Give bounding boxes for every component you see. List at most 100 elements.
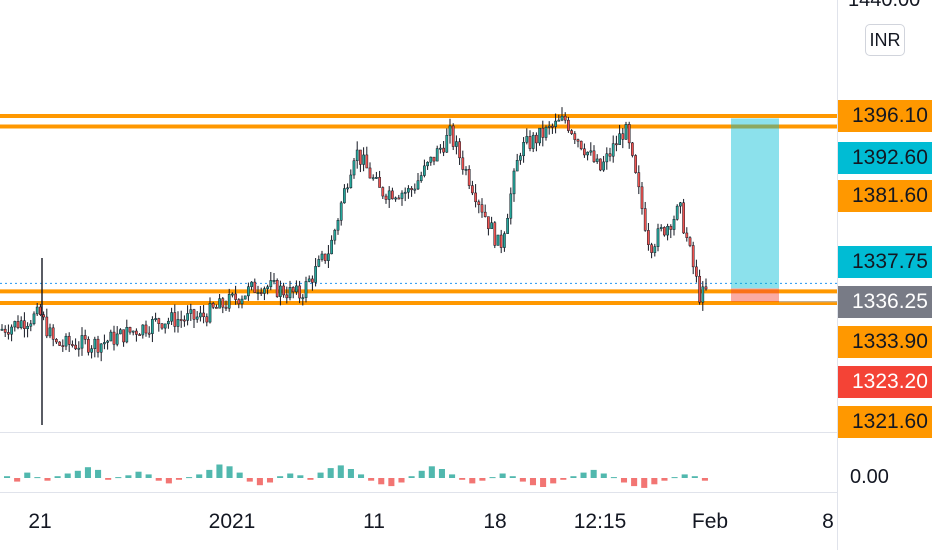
candle-body	[112, 331, 116, 345]
candle-body	[119, 329, 122, 335]
candle	[682, 198, 685, 235]
oscillator-bar	[196, 474, 203, 478]
candle	[119, 328, 122, 335]
currency-button[interactable]: INR	[865, 24, 905, 56]
candle-body	[186, 313, 189, 321]
candle	[631, 141, 634, 158]
oscillator-bar	[236, 472, 243, 478]
candle-body	[269, 280, 273, 288]
candle-body	[599, 158, 602, 171]
candle-body	[26, 325, 29, 329]
candle-body	[394, 197, 397, 200]
candle-body	[77, 347, 81, 350]
price-tag-1323-20: 1323.20	[838, 366, 932, 398]
candle-body	[250, 281, 253, 287]
candle-body	[122, 329, 125, 343]
candle	[269, 271, 273, 291]
candle-body	[371, 177, 375, 180]
candle	[307, 275, 311, 283]
candle-body	[442, 147, 445, 153]
oscillator-bar	[95, 469, 102, 478]
candle	[557, 114, 561, 122]
candle-body	[656, 228, 660, 247]
candle	[666, 223, 669, 241]
candle	[192, 308, 196, 329]
candle	[83, 329, 87, 345]
candle-body	[285, 294, 289, 299]
candle-body	[586, 151, 589, 156]
candle	[483, 204, 487, 218]
candle	[61, 339, 65, 352]
candle	[282, 282, 285, 298]
candle	[627, 121, 631, 149]
oscillator-bar	[145, 474, 152, 478]
candle	[253, 278, 257, 293]
candle	[237, 298, 241, 309]
candle-body	[483, 211, 487, 217]
candle-body	[544, 127, 548, 138]
candle	[451, 123, 455, 151]
candle	[234, 285, 237, 305]
oscillator-bar	[408, 476, 415, 478]
candle	[339, 200, 343, 226]
candle-body	[522, 142, 525, 157]
candle-body	[688, 237, 692, 246]
candle	[19, 316, 23, 330]
candle-body	[704, 286, 708, 290]
candle	[317, 255, 321, 268]
candle	[141, 324, 145, 339]
oscillator-bar	[529, 478, 537, 486]
candle	[397, 194, 401, 200]
candle-body	[384, 195, 388, 200]
candle-body	[314, 266, 317, 283]
candle-body	[272, 280, 276, 282]
candle	[506, 213, 509, 234]
candle-body	[506, 217, 509, 234]
candle	[202, 305, 205, 324]
candle	[285, 286, 289, 304]
candle	[125, 319, 129, 344]
oscillator-bar	[570, 476, 577, 478]
candle	[359, 149, 362, 173]
candle-body	[199, 312, 202, 318]
oscillator-bar	[388, 478, 395, 487]
candle	[211, 301, 215, 310]
candle-body	[138, 334, 141, 336]
candle	[551, 123, 554, 134]
candle-body	[627, 124, 631, 144]
candle	[32, 311, 36, 326]
candle	[96, 335, 100, 358]
candle-body	[608, 153, 612, 157]
candle	[173, 304, 177, 333]
candle	[528, 130, 532, 152]
candle-body	[701, 286, 705, 303]
oscillator-bar	[266, 478, 274, 483]
oscillator-bar	[14, 478, 21, 482]
candle	[672, 215, 676, 236]
candle-body	[615, 143, 618, 146]
candle-body	[167, 320, 170, 325]
candle-body	[170, 312, 173, 322]
candle-body	[32, 313, 36, 325]
candlestick-series	[0, 107, 708, 425]
candle-body	[301, 297, 305, 300]
candle-body	[439, 147, 442, 150]
candle	[170, 307, 173, 325]
candle	[515, 153, 519, 172]
candle	[400, 190, 404, 206]
candle	[352, 158, 356, 179]
candle	[576, 138, 580, 148]
oscillator-bar	[479, 478, 486, 481]
oscillator-bar	[307, 478, 314, 480]
candle-body	[7, 332, 10, 335]
candle	[240, 295, 244, 309]
candle	[368, 162, 372, 179]
candle-body	[13, 321, 17, 328]
candle	[675, 204, 679, 221]
candle	[570, 129, 573, 135]
candle-body	[151, 319, 154, 334]
candle	[474, 184, 477, 208]
candle-body	[378, 177, 381, 188]
candle	[320, 250, 324, 262]
